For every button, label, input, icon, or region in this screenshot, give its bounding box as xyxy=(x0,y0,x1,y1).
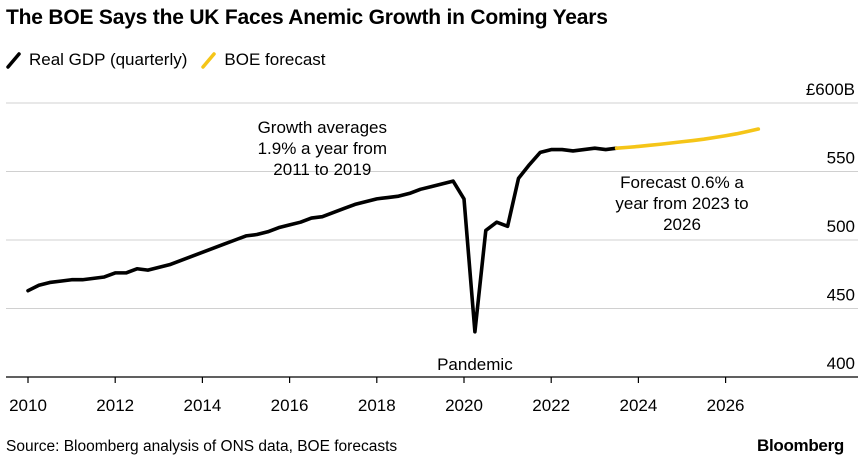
y-tick-label-450: 450 xyxy=(827,286,855,305)
legend-item-real-gdp: Real GDP (quarterly) xyxy=(6,50,187,70)
y-tick-label-550: 550 xyxy=(827,149,855,168)
legend-swatch-yellow-line xyxy=(201,50,217,70)
legend-item-boe-forecast: BOE forecast xyxy=(201,50,326,70)
annotation-growth-averages: Growth averages 1.9% a year from 2011 to 2… xyxy=(258,118,387,179)
bloomberg-logo: Bloomberg xyxy=(756,436,844,455)
y-tick-label-500: 500 xyxy=(827,217,855,236)
x-tick-label-2014: 2014 xyxy=(183,396,221,415)
series-line-real-gdp xyxy=(26,146,619,334)
y-tick-label-400: 400 xyxy=(827,354,855,373)
x-tick-label-2012: 2012 xyxy=(96,396,134,415)
x-tick-label-2020: 2020 xyxy=(445,396,483,415)
x-tick-label-2010: 2010 xyxy=(9,396,47,415)
series-line-boe-forecast xyxy=(614,127,761,151)
annotation-pandemic: Pandemic xyxy=(437,355,513,374)
x-tick-label-2022: 2022 xyxy=(532,396,570,415)
source-note: Source: Bloomberg analysis of ONS data, … xyxy=(6,438,398,455)
x-tick-label-2026: 2026 xyxy=(707,396,745,415)
x-tick-label-2024: 2024 xyxy=(619,396,657,415)
legend-label-real-gdp: Real GDP (quarterly) xyxy=(29,50,188,69)
legend-label-boe-forecast: BOE forecast xyxy=(224,50,326,69)
legend: Real GDP (quarterly) BOE forecast xyxy=(6,49,340,71)
chart-title: The BOE Says the UK Faces Anemic Growth … xyxy=(6,6,608,29)
legend-swatch-black-line xyxy=(6,50,21,70)
annotation-forecast: Forecast 0.6% a year from 2023 to 2026 xyxy=(615,173,748,234)
y-tick-label-600: £600B xyxy=(806,80,855,99)
x-tick-label-2016: 2016 xyxy=(271,396,309,415)
x-tick-label-2018: 2018 xyxy=(358,396,396,415)
